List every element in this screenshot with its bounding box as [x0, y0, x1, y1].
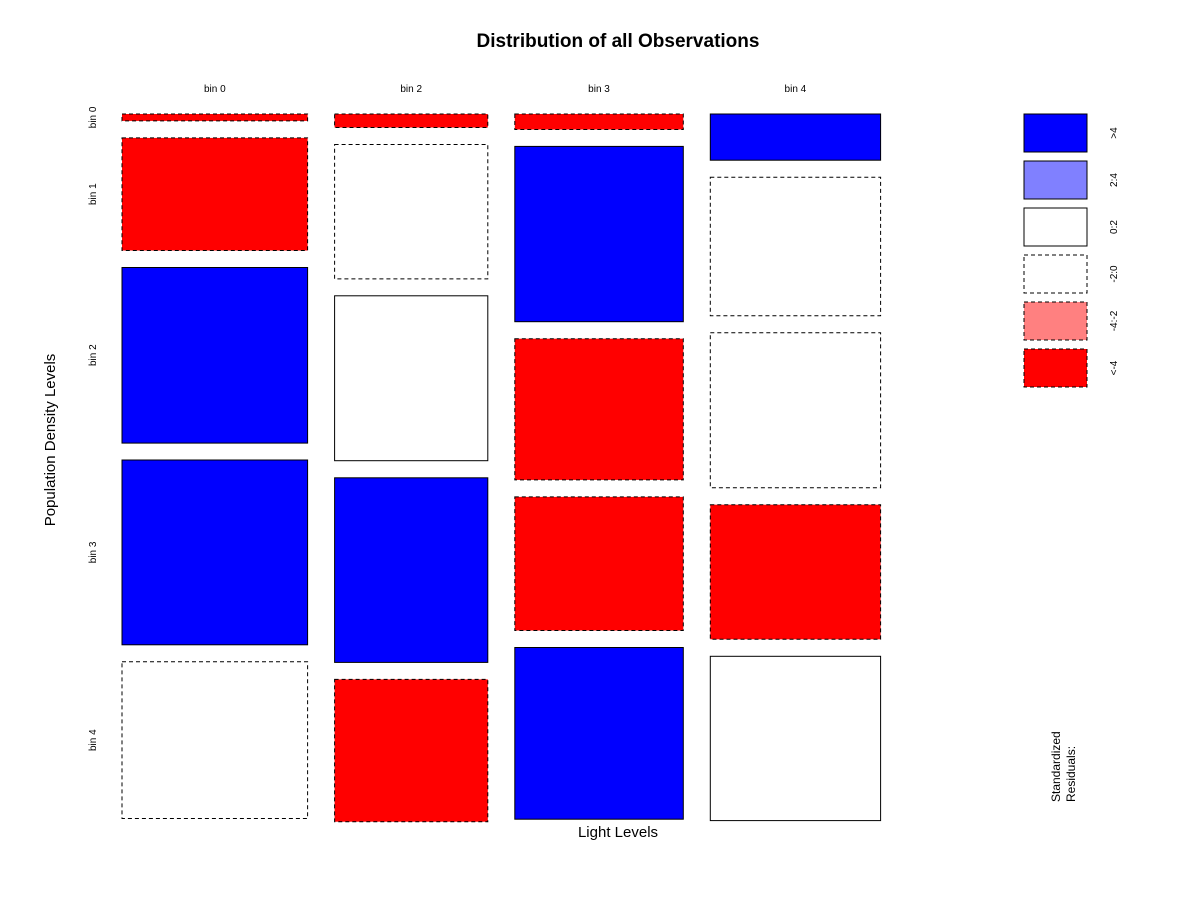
tile-bin-2-bin-4 [334, 678, 489, 823]
legend-title-line-2: Residuals: [1064, 746, 1078, 802]
tile-bin-0-bin-0 [121, 113, 309, 122]
tile-bin-3-bin-0 [514, 113, 684, 130]
column-label-bin-4: bin 4 [785, 84, 807, 95]
legend-swatch-6 [1023, 348, 1088, 388]
legend-label-5: -4:-2 [1109, 310, 1120, 331]
tile-bin-4-bin-0 [709, 113, 882, 161]
chart-title: Distribution of all Observations [477, 31, 760, 52]
legend-swatch-4 [1023, 254, 1088, 294]
column-label-bin-3: bin 3 [588, 84, 610, 95]
legend-label-1: >4 [1109, 127, 1120, 139]
tile-bin-0-bin-2 [121, 267, 309, 444]
tile-bin-0-bin-1 [121, 137, 309, 251]
tile-bin-0-bin-3 [121, 459, 309, 646]
legend-swatch-2 [1023, 160, 1088, 200]
tile-bin-4-bin-3 [709, 504, 882, 640]
legend-swatch-1 [1023, 113, 1088, 153]
legend-label-4: -2:0 [1109, 265, 1120, 283]
tile-bin-2-bin-1 [334, 144, 489, 280]
legend-label-3: 0:2 [1109, 220, 1120, 234]
tile-bin-2-bin-0 [334, 113, 489, 128]
column-label-bin-0: bin 0 [204, 84, 226, 95]
legend-label-6: <-4 [1109, 360, 1120, 375]
row-label-bin-0: bin 0 [88, 106, 99, 128]
tile-bin-2-bin-3 [334, 477, 489, 663]
legend-swatch-5 [1023, 301, 1088, 341]
x-axis-title: Light Levels [578, 824, 658, 841]
tile-bin-2-bin-2 [334, 295, 489, 462]
tile-bin-4-bin-1 [709, 176, 882, 317]
tile-bin-3-bin-3 [514, 496, 684, 631]
tile-bin-3-bin-4 [514, 647, 684, 820]
tile-bin-3-bin-2 [514, 338, 684, 481]
row-label-bin-3: bin 3 [88, 541, 99, 563]
row-label-bin-4: bin 4 [88, 729, 99, 751]
legend-title-line-1: Standardized [1049, 731, 1063, 802]
column-label-bin-2: bin 2 [400, 84, 422, 95]
legend: >4 2:4 0:2 -2:0 -4:-2 <-4 Standardized Residual… [1023, 113, 1120, 802]
row-label-bin-1: bin 1 [88, 183, 99, 205]
row-label-bin-2: bin 2 [88, 344, 99, 366]
legend-swatch-3 [1023, 207, 1088, 247]
column-labels: bin 0 bin 2 bin 3 bin 4 [204, 84, 807, 95]
tile-bin-3-bin-1 [514, 145, 684, 323]
y-axis-title: Population Density Levels [42, 354, 59, 527]
tile-bin-4-bin-4 [709, 655, 882, 822]
legend-label-2: 2:4 [1109, 173, 1120, 187]
tile-bin-4-bin-2 [709, 332, 882, 489]
row-labels: bin 0 bin 1 bin 2 bin 3 bin 4 [88, 106, 99, 751]
mosaic-tiles [121, 113, 882, 823]
tile-bin-0-bin-4 [121, 661, 309, 819]
